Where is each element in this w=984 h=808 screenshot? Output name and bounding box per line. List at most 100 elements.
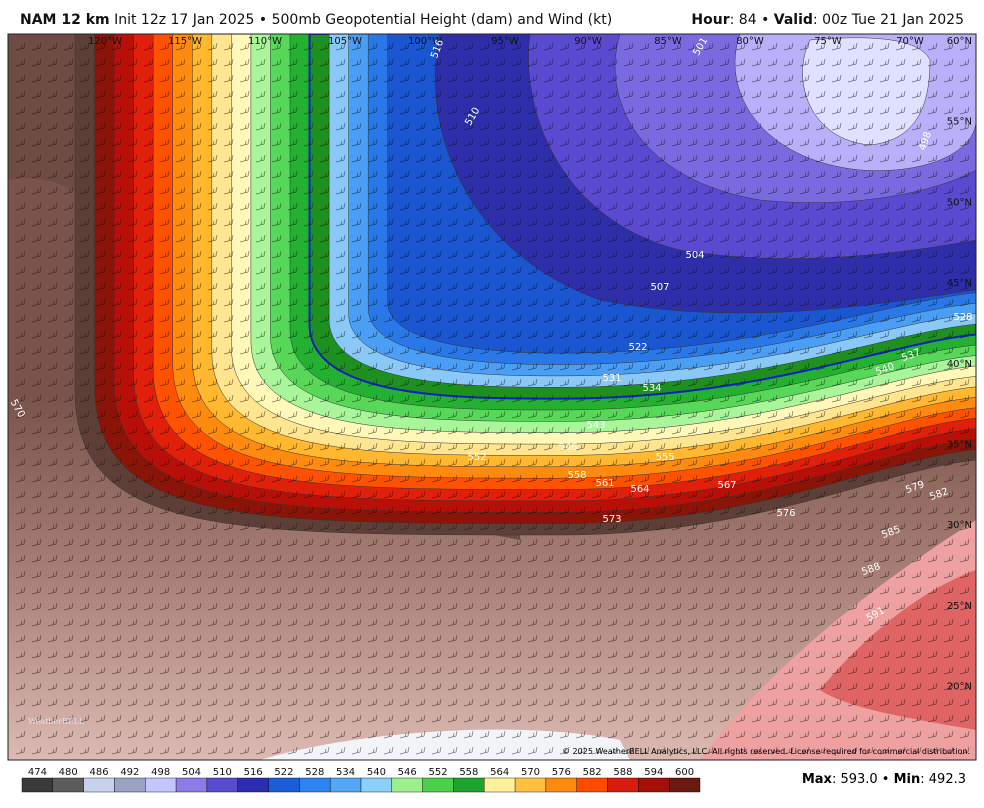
colorbar-label: 504 xyxy=(182,767,201,778)
contour-label: 555 xyxy=(655,452,674,463)
height-band xyxy=(260,729,630,760)
header-text: Valid xyxy=(773,12,813,28)
colorbar-label: 594 xyxy=(644,767,663,778)
colorbar-swatch xyxy=(391,777,423,793)
longitude-label: 120°W xyxy=(88,36,122,47)
header-left: NAM 12 km Init 12z 17 Jan 2025 • 500mb G… xyxy=(20,12,612,28)
colorbar-swatch xyxy=(145,777,177,793)
colorbar-swatch xyxy=(237,777,269,793)
longitude-label: 100°W xyxy=(408,36,442,47)
contour-label: 507 xyxy=(650,282,669,293)
colorbar-label: 486 xyxy=(89,767,108,778)
contour-label: 528 xyxy=(953,312,972,323)
colorbar-label: 534 xyxy=(336,767,355,778)
header-text: NAM 12 km xyxy=(20,12,110,28)
colorbar-swatch xyxy=(268,777,300,793)
colorbar-label: 570 xyxy=(521,767,540,778)
colorbar-swatch xyxy=(21,777,54,793)
stats: Max: 593.0 • Min: 492.3 xyxy=(802,772,966,787)
colorbar-swatch xyxy=(514,777,547,793)
colorbar-label: 510 xyxy=(213,767,232,778)
latitude-label: 40°N xyxy=(947,359,972,370)
longitude-label: 90°W xyxy=(574,36,602,47)
contour-label: 573 xyxy=(602,514,621,525)
colorbar-label: 540 xyxy=(367,767,386,778)
colorbar-label: 546 xyxy=(398,767,417,778)
colorbar-label: 576 xyxy=(552,767,571,778)
latitude-label: 45°N xyxy=(947,278,972,289)
height-band xyxy=(802,37,931,146)
colorbar-label: 564 xyxy=(490,767,509,778)
colorbar-label: 516 xyxy=(244,767,263,778)
map-layers xyxy=(8,34,976,760)
colorbar-label: 600 xyxy=(675,767,694,778)
colorbar-swatch xyxy=(668,777,701,793)
contour-label: 504 xyxy=(685,250,704,261)
colorbar-swatch xyxy=(83,777,115,793)
latitude-label: 55°N xyxy=(947,117,972,128)
colorbar-swatch xyxy=(175,777,208,793)
header-text: Max xyxy=(801,772,832,787)
colorbar-label: 474 xyxy=(28,767,47,778)
contour-label: 558 xyxy=(567,470,586,481)
latitude-label: 25°N xyxy=(947,601,972,612)
colorbar-label: 558 xyxy=(459,767,478,778)
colorbar-swatch xyxy=(545,777,577,793)
longitude-label: 115°W xyxy=(168,36,202,47)
header-text: Min xyxy=(893,772,921,787)
colorbar-swatch xyxy=(206,777,238,793)
map-frame xyxy=(7,33,977,761)
contour-label: 564 xyxy=(630,484,649,495)
colorbar-label: 582 xyxy=(583,767,602,778)
colorbar-label: 492 xyxy=(120,767,139,778)
contour-label: 561 xyxy=(595,478,614,489)
colorbar-swatch xyxy=(329,777,362,793)
contour-label: 552 xyxy=(467,452,486,463)
wind-barbs xyxy=(15,42,970,755)
colorbar-swatch xyxy=(453,777,485,793)
latitude-label: 50°N xyxy=(947,197,972,208)
header-right: Hour: 84 • Valid: 00z Tue 21 Jan 2025 xyxy=(691,12,964,28)
header-text: : 593.0 • xyxy=(831,772,894,787)
colorbar-swatch xyxy=(299,777,331,793)
latitude-label: 30°N xyxy=(947,520,972,531)
longitude-label: 85°W xyxy=(654,36,682,47)
longitude-label: 80°W xyxy=(736,36,764,47)
contour-label: 567 xyxy=(717,480,736,491)
latitude-label: 60°N xyxy=(947,36,972,47)
contour-label: 543 xyxy=(586,420,605,431)
colorbar-swatch xyxy=(576,777,608,793)
latitude-label: 20°N xyxy=(947,682,972,693)
colorbar-swatch xyxy=(422,777,454,793)
header-text: : 492.3 xyxy=(920,772,966,787)
colorbar-label: 498 xyxy=(151,767,170,778)
colorbar-swatch xyxy=(638,777,670,793)
colorbar-swatch xyxy=(52,777,84,793)
colorbar-label: 552 xyxy=(428,767,447,778)
contour-label: 531 xyxy=(602,373,621,384)
contour-label: 546 xyxy=(558,442,577,453)
header-text: : 84 • xyxy=(729,12,774,28)
longitude-label: 75°W xyxy=(814,36,842,47)
longitude-label: 70°W xyxy=(896,36,924,47)
colorbar-swatch xyxy=(607,777,639,793)
colorbar-label: 480 xyxy=(59,767,78,778)
contour-label: 534 xyxy=(642,383,661,394)
longitude-label: 110°W xyxy=(248,36,282,47)
latitude-label: 35°N xyxy=(947,440,972,451)
longitude-label: 105°W xyxy=(328,36,362,47)
colorbar-swatch xyxy=(360,777,393,793)
colorbar-label: 528 xyxy=(305,767,324,778)
colorbar-swatch xyxy=(484,777,516,793)
logo: WeatherBELL xyxy=(28,717,85,726)
height-band xyxy=(820,570,976,730)
colorbar-label: 588 xyxy=(613,767,632,778)
contour-label: 522 xyxy=(628,342,647,353)
header-text: Init 12z 17 Jan 2025 • 500mb Geopotentia… xyxy=(114,12,613,28)
contour-label: 576 xyxy=(776,508,795,519)
header-text: : 00z Tue 21 Jan 2025 xyxy=(812,12,964,28)
longitude-label: 95°W xyxy=(491,36,519,47)
colorbar-swatch xyxy=(114,777,146,793)
colorbar-label: 522 xyxy=(274,767,293,778)
